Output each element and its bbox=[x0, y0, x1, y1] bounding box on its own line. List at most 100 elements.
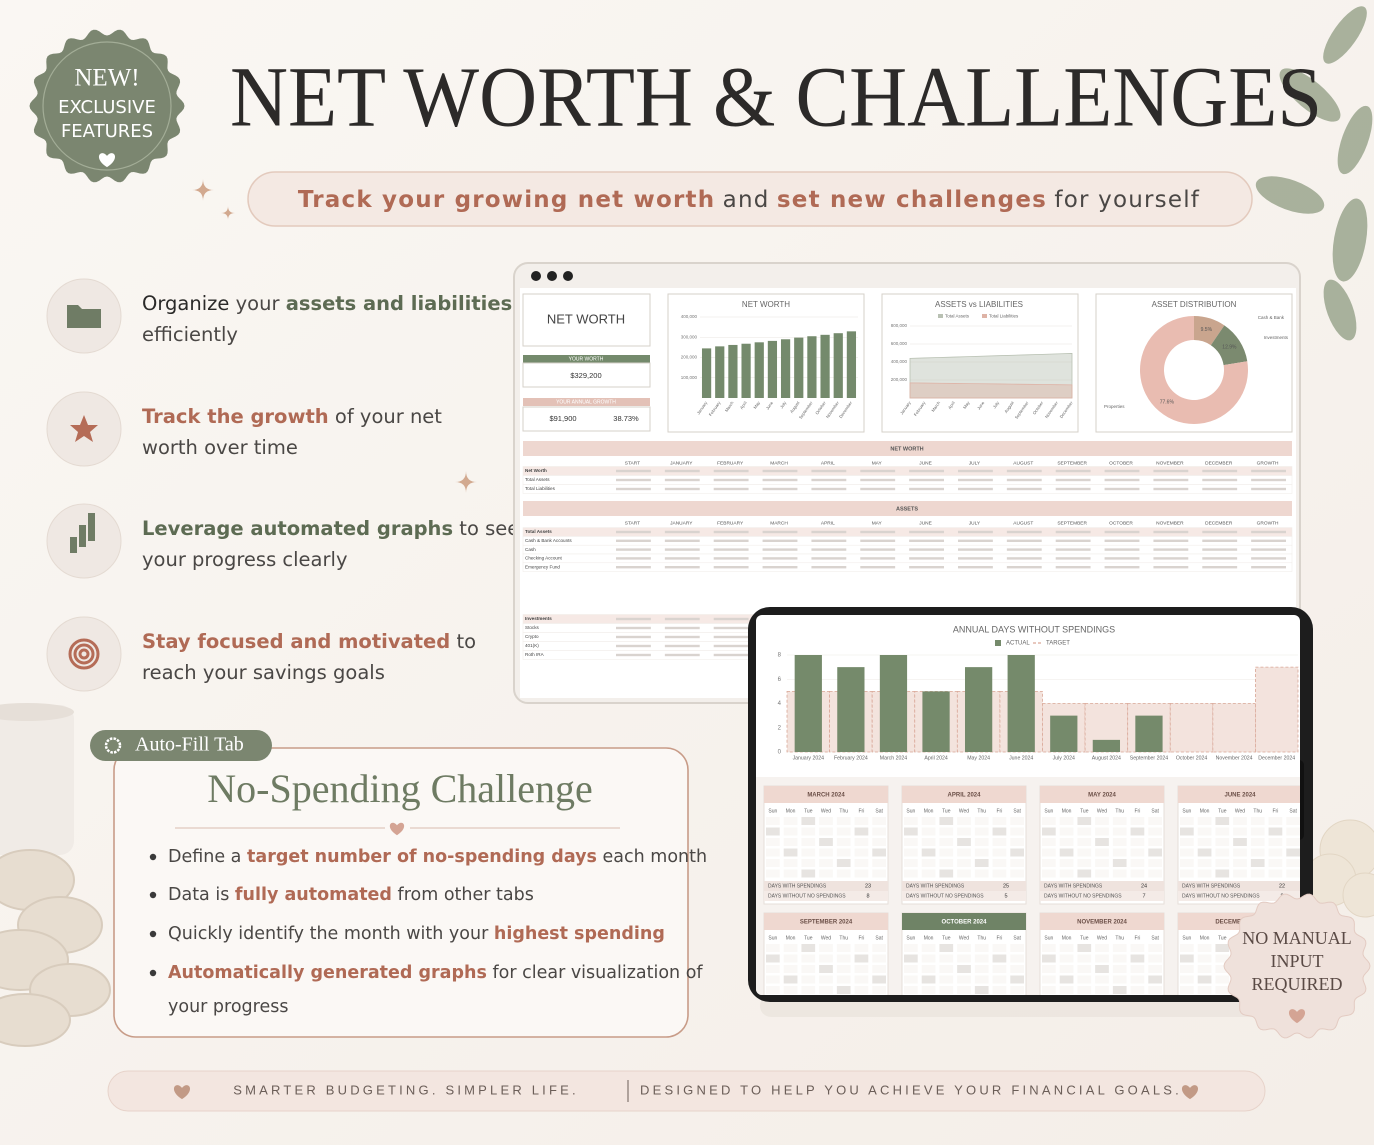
cell-placeholder bbox=[1104, 469, 1140, 473]
day-cell bbox=[872, 965, 886, 973]
decor-left bbox=[0, 703, 111, 1047]
day-cell bbox=[1010, 817, 1024, 825]
cell-placeholder bbox=[713, 644, 749, 648]
cell-placeholder bbox=[1251, 539, 1286, 542]
row-label: Emergency Fund bbox=[525, 564, 560, 569]
feature: Organize your assets and liabilities effici… bbox=[46, 278, 512, 354]
y-tick-label: 200,000 bbox=[681, 355, 698, 360]
y-tick-label: 6 bbox=[778, 677, 782, 683]
row-label: Checking Account bbox=[525, 556, 562, 561]
day-cell bbox=[957, 817, 971, 825]
table-column: OCTOBER bbox=[1109, 520, 1133, 526]
day-cell bbox=[1268, 859, 1283, 867]
day-cell bbox=[1268, 817, 1283, 825]
day-cell bbox=[1042, 869, 1056, 878]
x-tick-label: April bbox=[947, 400, 956, 410]
bar bbox=[794, 337, 804, 398]
day-cell bbox=[1233, 859, 1247, 867]
cell-placeholder bbox=[909, 548, 944, 551]
cell-placeholder bbox=[1153, 487, 1189, 491]
day-cell bbox=[904, 869, 918, 878]
table-column: START bbox=[625, 460, 640, 466]
weekday: Sat bbox=[875, 935, 883, 941]
day-cell bbox=[1130, 817, 1145, 825]
table-column: JULY bbox=[969, 460, 981, 466]
cell-placeholder bbox=[713, 530, 749, 534]
day-cell bbox=[1112, 817, 1127, 825]
cell-placeholder bbox=[616, 635, 651, 639]
day-cell bbox=[1077, 986, 1092, 994]
day-cell bbox=[836, 965, 851, 973]
day-cell bbox=[872, 859, 886, 867]
day-cell bbox=[1095, 869, 1109, 878]
calendar: SEPTEMBER 2024 Sun Mon Tue Wed Thu Fri Sat bbox=[763, 912, 889, 995]
summary-label: DAYS WITHOUT NO SPENDINGS bbox=[906, 893, 984, 899]
day-cell bbox=[1180, 986, 1194, 994]
stamp: NO MANUAL INPUT REQUIRED bbox=[1223, 893, 1371, 1039]
cell-placeholder bbox=[811, 487, 847, 491]
cell-placeholder bbox=[1055, 548, 1091, 551]
day-cell bbox=[836, 869, 851, 878]
table-column: DECEMBER bbox=[1205, 520, 1233, 526]
day-cell bbox=[1130, 944, 1145, 952]
day-cell bbox=[939, 975, 954, 984]
day-cell bbox=[939, 965, 954, 973]
day-cell bbox=[836, 975, 851, 984]
bar bbox=[922, 691, 950, 752]
table-column: FEBRUARY bbox=[717, 520, 744, 526]
worth-label: YOUR WORTH bbox=[569, 356, 604, 362]
day-cell bbox=[1130, 859, 1145, 867]
x-tick-label: April 2024 bbox=[924, 755, 947, 761]
bar bbox=[767, 340, 778, 398]
day-cell bbox=[904, 827, 918, 836]
calendar-month: MAY 2024 bbox=[1088, 793, 1116, 799]
day-cell bbox=[992, 869, 1007, 878]
legend-label: ACTUAL bbox=[1006, 641, 1030, 647]
day-cell bbox=[974, 859, 989, 867]
weekday: Tue bbox=[1080, 935, 1089, 941]
day-cell bbox=[1010, 869, 1024, 878]
day-cell bbox=[1180, 838, 1194, 846]
day-cell bbox=[819, 944, 833, 952]
table-column: START bbox=[625, 520, 640, 526]
x-tick-label: March bbox=[930, 400, 941, 413]
table-column: FEBRUARY bbox=[717, 460, 744, 466]
cell-placeholder bbox=[811, 566, 847, 569]
text-segment: worth over time bbox=[142, 436, 298, 459]
day-cell bbox=[992, 838, 1007, 846]
cell-placeholder bbox=[664, 626, 700, 630]
y-tick-label: 4 bbox=[778, 701, 782, 707]
cell-placeholder bbox=[958, 566, 993, 569]
bar bbox=[879, 655, 908, 752]
day-cell bbox=[1010, 986, 1024, 994]
day-cell bbox=[992, 817, 1007, 825]
day-cell bbox=[1180, 975, 1194, 984]
day-cell bbox=[1197, 859, 1212, 867]
day-cell bbox=[1148, 869, 1162, 878]
cell-placeholder bbox=[958, 530, 993, 534]
cell-placeholder bbox=[1202, 478, 1238, 482]
growth-box bbox=[522, 406, 651, 432]
text-segment: efficiently bbox=[142, 323, 238, 346]
day-cell bbox=[921, 859, 936, 867]
weekday: Tue bbox=[942, 808, 951, 814]
weekday: Sat bbox=[1151, 808, 1159, 814]
weekday: Tue bbox=[1080, 808, 1089, 814]
day-cell bbox=[854, 817, 869, 825]
day-cell bbox=[992, 954, 1007, 963]
day-cell bbox=[854, 954, 869, 963]
day-cell bbox=[1233, 848, 1247, 857]
cell-placeholder bbox=[1055, 469, 1091, 473]
weekday: Wed bbox=[1235, 808, 1245, 814]
day-cell bbox=[921, 869, 936, 878]
badge-ring bbox=[42, 41, 172, 171]
day-cell bbox=[854, 838, 869, 846]
day-cell bbox=[801, 859, 816, 867]
cell-placeholder bbox=[713, 539, 749, 542]
weekday: Thu bbox=[977, 808, 986, 814]
day-cell bbox=[974, 848, 989, 857]
day-cell bbox=[1130, 986, 1145, 994]
day-cell bbox=[974, 817, 989, 825]
day-cell bbox=[1010, 859, 1024, 867]
calendar-header bbox=[764, 913, 888, 930]
